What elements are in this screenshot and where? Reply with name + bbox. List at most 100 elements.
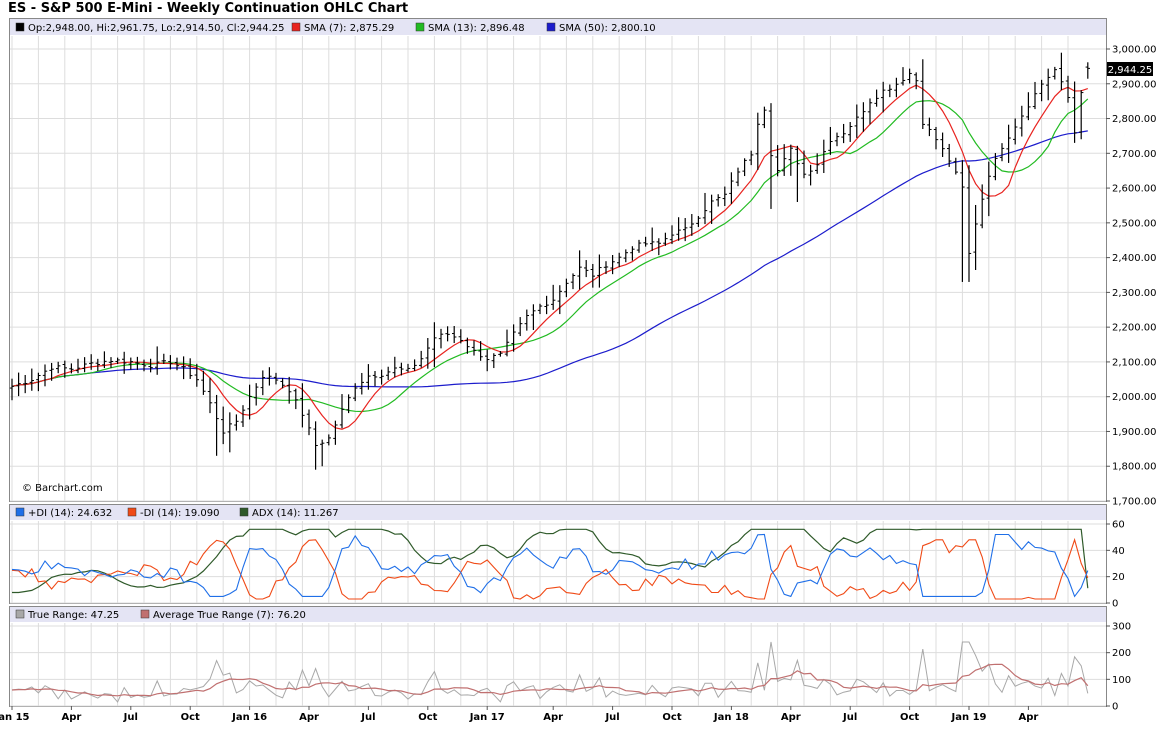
ohlc-bar [551,284,556,310]
chart-title: ES - S&P 500 E-Mini - Weekly Continuatio… [8,1,409,16]
x-tick-label: Apr [61,712,81,723]
ohlc-bar [1072,81,1077,143]
dmi-legend-bar [10,505,1106,520]
ohlc-bar [366,364,371,390]
ohlc-bar [1013,118,1018,145]
ohlc-bar [89,354,94,370]
y-tick-label: 1,700.00 [1112,497,1156,508]
price-legend: Op:2,948.00, Hi:2,961.75, Lo:2,914.50, C… [15,22,656,34]
ohlc-bar [1039,79,1044,102]
watermark: © Barchart.com [22,483,103,494]
y-tick-label: 20 [1112,572,1125,583]
ohlc-bar [636,239,642,253]
ohlc-bar [768,103,774,209]
tr-legend: True Range: 47.25 Average True Range (7):… [15,609,306,621]
price-panel: 3,000.00 2,900.00 2,800.00 2,700.00 2,600.00… [9,18,1156,508]
ohlc-bar [280,378,285,389]
ohlc-bar [874,89,879,107]
ohlc-bar [207,377,213,414]
ohlc-series [9,52,1090,470]
ohlc-bar [412,359,417,371]
ohlc-bar [1059,52,1064,91]
ohlc-bar [788,144,793,176]
ohlc-bar [399,362,404,376]
ohlc-bar [716,194,721,207]
ohlc-bar [696,216,701,227]
ohlc-bar [75,358,81,374]
ohlc-bar [953,157,958,175]
price-legend-bar [10,19,1106,35]
y-tick-label: 1,900.00 [1112,427,1156,438]
ohlc-bar [808,164,813,186]
ohlc-bar [650,227,655,251]
ohlc-bar [372,371,378,387]
ohlc-bar [29,368,34,391]
ohlc-bar [821,139,826,174]
ohlc-bar [980,184,985,229]
ohlc-bar [1046,68,1051,101]
ohlc-bar [471,340,477,356]
ohlc-bar [966,165,972,282]
ohlc-bar [42,364,48,387]
ohlc-bar [735,167,741,187]
ohlc-bar [841,123,846,144]
ohlc-bar [630,246,635,261]
ohlc-bar [742,158,747,177]
ohlc-bar [1052,66,1057,80]
ohlc-bar [504,329,510,357]
x-tick-label: Jul [123,712,138,723]
y-tick-label: 3,000.00 [1112,45,1156,56]
ohlc-bar [993,153,998,181]
x-tick-label: Jan 17 [469,712,505,723]
x-tick-label: Apr [1018,712,1038,723]
ohlc-bar [168,355,173,370]
ohlc-bar [405,363,411,373]
sma7-line [11,84,1088,430]
adx-line [12,528,1089,594]
ohlc-bar [122,351,127,374]
ohlc-bar [815,153,820,174]
x-tick-label: Oct [418,712,437,723]
ohlc-bar [900,67,906,86]
ohlc-bar [689,214,694,236]
ohlc-bar [161,353,166,364]
ohlc-bar [379,369,384,385]
ohlc-bar [201,370,206,395]
ohlc-bar [881,81,886,113]
ohlc-bar [108,357,114,369]
legend-swatch [140,609,150,619]
ohlc-bar [82,357,87,373]
atr-series [11,663,1089,697]
y-tick-label: 2,500.00 [1112,218,1156,229]
ohlc-bar [907,68,912,84]
ohlc-bar [887,84,892,98]
legend-label-atr: Average True Range (7): 76.20 [153,610,306,621]
last-price-tag: 2,944.25 [1107,62,1153,76]
minus-di-line [11,537,1089,600]
ohlc-bar [999,143,1005,162]
y-tick-label: 2,600.00 [1112,184,1156,195]
ohlc-bar [867,98,873,125]
ohlc-bar [801,150,807,179]
ohlc-bar [485,349,490,372]
y-tick-label: 2,000.00 [1112,392,1156,403]
ohlc-bar [62,360,67,378]
ohlc-bar [240,405,246,427]
ohlc-bar [1065,75,1071,103]
ohlc-bar [544,295,549,315]
y-tick-label: 0 [1112,702,1118,713]
ohlc-bar [755,112,760,170]
x-axis: Jan 15 Apr Jul Oct Jan 16 Apr Jul Oct Jan 17 Apr J… [0,706,1038,723]
ohlc-bar [933,126,939,150]
ohlc-bar [214,394,219,456]
ohlc-bar [174,357,180,371]
ohlc-bar [386,366,391,380]
ohlc-bar [848,122,853,142]
y-tick-label: 2,300.00 [1112,288,1156,299]
ohlc-bar [425,338,430,369]
ohlc-bar [729,172,734,204]
y-tick-label: 2,800.00 [1112,114,1156,125]
ohlc-bar [227,412,232,453]
ohlc-bar [570,273,576,290]
ohlc-bar [927,117,932,137]
